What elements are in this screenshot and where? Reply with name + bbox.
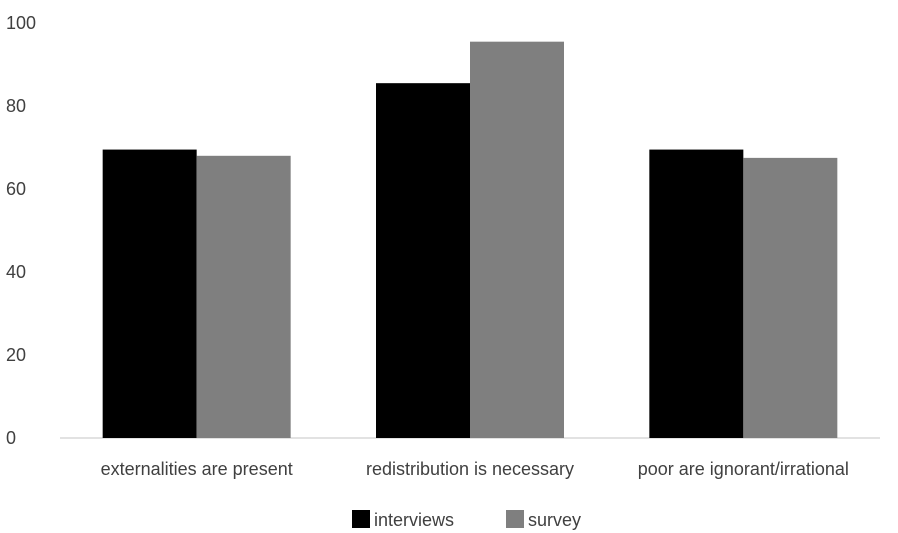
- y-tick-label: 100: [6, 13, 36, 33]
- bar-interviews-0: [102, 149, 197, 438]
- category-labels: externalities are present redistribution …: [101, 459, 849, 479]
- bars-group: [102, 41, 838, 439]
- y-tick-label: 60: [6, 179, 26, 199]
- y-tick-label: 40: [6, 262, 26, 282]
- y-axis-ticks: 0 20 40 60 80 100: [6, 13, 36, 448]
- y-tick-label: 80: [6, 96, 26, 116]
- legend-label-survey: survey: [528, 510, 581, 530]
- category-label: externalities are present: [101, 459, 293, 479]
- y-tick-label: 20: [6, 345, 26, 365]
- legend-swatch-survey: [506, 510, 524, 528]
- category-label: redistribution is necessary: [366, 459, 574, 479]
- bar-interviews-2: [649, 149, 744, 438]
- category-label: poor are ignorant/irrational: [638, 459, 849, 479]
- legend-swatch-interviews: [352, 510, 370, 528]
- bar-survey-0: [196, 155, 291, 439]
- legend: interviews survey: [352, 510, 581, 530]
- bar-interviews-1: [376, 83, 470, 439]
- legend-label-interviews: interviews: [374, 510, 454, 530]
- bar-survey-2: [743, 157, 838, 438]
- bar-survey-1: [470, 41, 564, 439]
- y-tick-label: 0: [6, 428, 16, 448]
